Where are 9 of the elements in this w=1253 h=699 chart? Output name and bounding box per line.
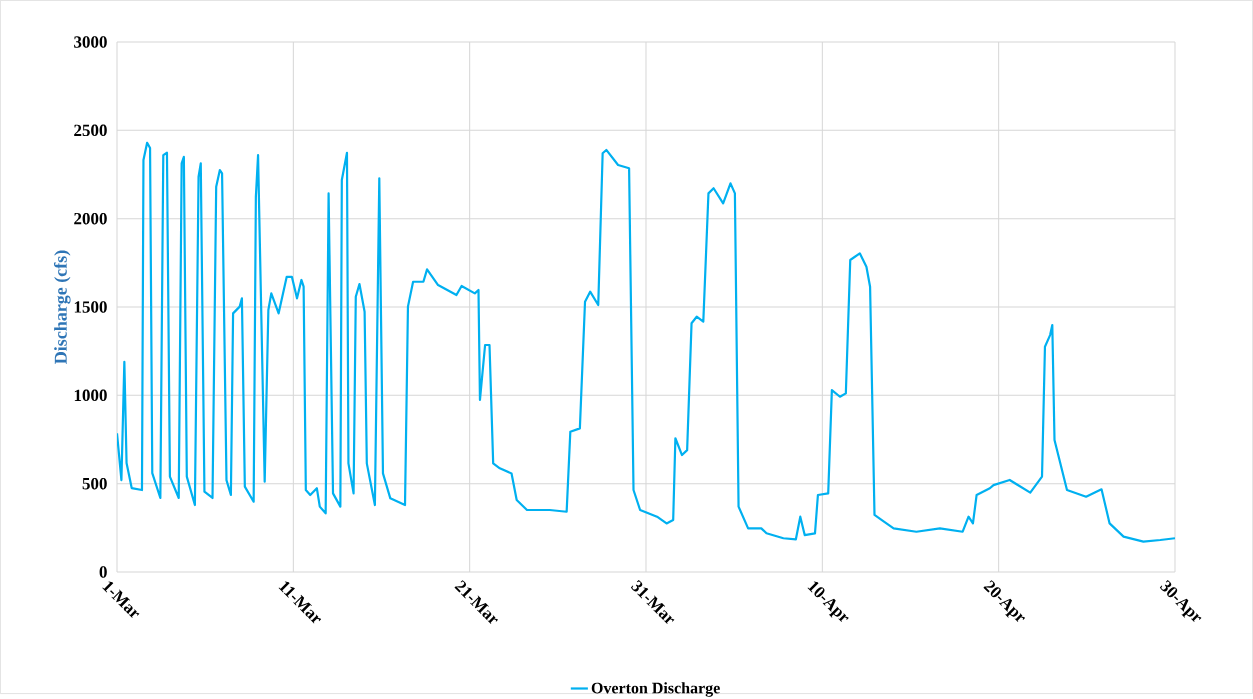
y-axis-title: Discharge (cfs) xyxy=(53,250,71,365)
y-tick-label: 1000 xyxy=(74,389,107,402)
y-tick-label: 1500 xyxy=(74,301,107,313)
y-tick-label: 2000 xyxy=(74,213,107,225)
y-tick-label: 500 xyxy=(82,478,107,490)
y-tick-label: 0 xyxy=(99,566,107,578)
y-tick-label: 2500 xyxy=(74,124,107,137)
legend-label: Overton Discharge xyxy=(591,682,720,697)
y-tick-label: 3000 xyxy=(74,36,107,48)
